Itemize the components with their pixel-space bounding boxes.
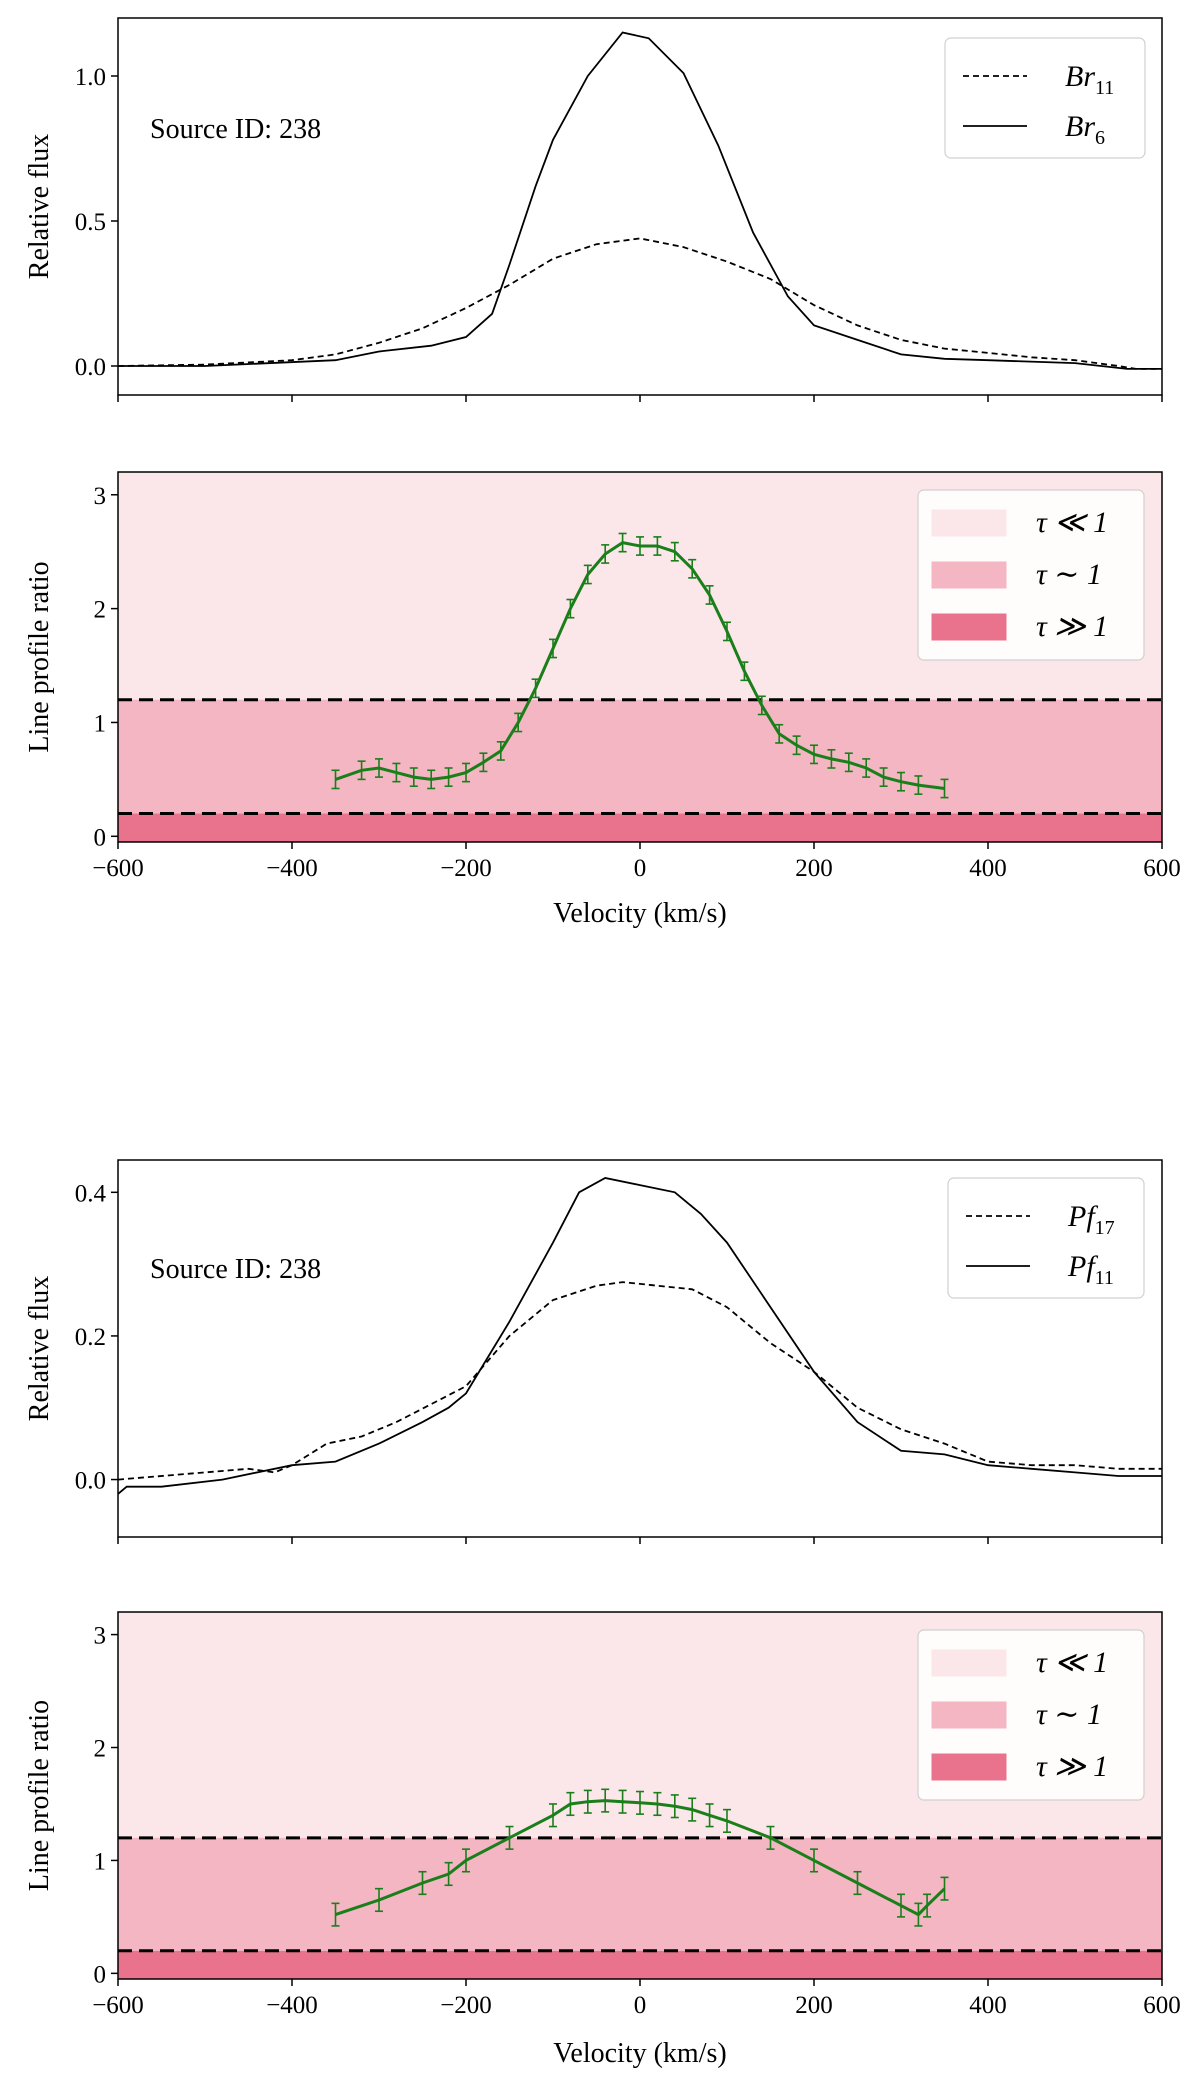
series-line-br11 [117, 237, 1162, 370]
flux-panel-br: 0.0 0.5 1.0 Relative flux Source ID: 238 B… [24, 17, 1163, 402]
legend-label: Pf11 [1067, 1250, 1114, 1289]
error-bar [940, 1876, 949, 1901]
opacity-band-1 [118, 699, 1162, 814]
legend-swatch [931, 613, 1007, 641]
ratio-panel-br: −600 −400 −200 0 200 400 600 0 1 2 3 Line profile … [24, 471, 1181, 929]
legend-label: Br6 [1065, 110, 1105, 149]
source-id-annotation: Source ID: 238 [150, 1254, 321, 1285]
legend-box [944, 37, 1146, 159]
ratio-series-line [335, 1799, 946, 1917]
legend-swatch [931, 1753, 1007, 1781]
source-id-annotation: Source ID: 238 [150, 114, 321, 145]
legend-swatch [931, 1649, 1007, 1677]
x-tick-label: −600 [92, 1992, 144, 2019]
y-tick-label: 0.0 [75, 354, 106, 381]
y-tick-label: 1 [94, 710, 107, 737]
x-tick-label: 0 [634, 855, 647, 882]
flux-panel-pf: 0.0 0.2 0.4 Relative flux Source ID: 238 P… [24, 1159, 1163, 1544]
legend-swatch [931, 509, 1007, 537]
legend-label: τ ∼ 1 [1036, 1698, 1102, 1731]
opacity-band-1 [118, 1837, 1162, 1951]
x-axis-label: Velocity (km/s) [553, 898, 726, 929]
x-tick-label: −400 [266, 855, 318, 882]
ratio-series-line [335, 541, 945, 790]
x-axis-label: Velocity (km/s) [553, 2038, 726, 2069]
y-tick-label: 0 [94, 1961, 107, 1988]
x-tick-label: 200 [795, 855, 833, 882]
y-axis-label: Line profile ratio [24, 1700, 55, 1891]
legend-label: τ ≫ 1 [1036, 1750, 1108, 1783]
legend-label: τ ≪ 1 [1036, 506, 1108, 539]
legend-label: τ ∼ 1 [1036, 558, 1102, 591]
legend-swatch [931, 561, 1007, 589]
x-tick-label: 600 [1143, 1992, 1181, 2019]
opacity-band-2 [118, 1950, 1162, 1979]
legend-label: τ ≪ 1 [1036, 1646, 1108, 1679]
opacity-band-2 [118, 813, 1162, 842]
y-tick-label: 0.5 [75, 209, 106, 236]
y-tick-label: 0.2 [75, 1324, 106, 1351]
legend-swatch [931, 1701, 1007, 1729]
legend-label: Pf17 [1067, 1200, 1115, 1239]
error-bar [331, 1902, 340, 1927]
y-tick-label: 1 [94, 1848, 107, 1875]
x-tick-label: −200 [440, 1992, 492, 2019]
series-line-pf11 [117, 1177, 1162, 1495]
y-tick-label: 3 [94, 483, 107, 510]
ratio-panel-pf: −600 −400 −200 0 200 400 600 0 1 2 3 Line profile … [24, 1611, 1181, 2069]
x-tick-label: −200 [440, 855, 492, 882]
y-axis-label: Relative flux [24, 134, 55, 279]
y-tick-label: 2 [94, 1736, 107, 1763]
series-line-pf17 [117, 1281, 1162, 1481]
x-tick-label: 400 [969, 1992, 1007, 2019]
legend-label: τ ≫ 1 [1036, 610, 1108, 643]
x-tick-label: −400 [266, 1992, 318, 2019]
x-tick-label: 200 [795, 1992, 833, 2019]
y-tick-label: 0.4 [75, 1180, 107, 1207]
y-tick-label: 3 [94, 1623, 107, 1650]
y-tick-label: 0.0 [75, 1468, 106, 1495]
legend-box [947, 1177, 1145, 1299]
y-tick-label: 1.0 [75, 64, 106, 91]
x-tick-label: 0 [634, 1992, 647, 2019]
y-tick-label: 2 [94, 597, 107, 624]
legend-label: Br11 [1065, 60, 1114, 99]
x-tick-label: −600 [92, 855, 144, 882]
y-tick-label: 0 [94, 824, 107, 851]
y-axis-label: Relative flux [24, 1276, 55, 1421]
x-tick-label: 600 [1143, 855, 1181, 882]
x-tick-label: 400 [969, 855, 1007, 882]
y-axis-label: Line profile ratio [24, 561, 55, 752]
series-line-br6 [118, 31, 1162, 370]
